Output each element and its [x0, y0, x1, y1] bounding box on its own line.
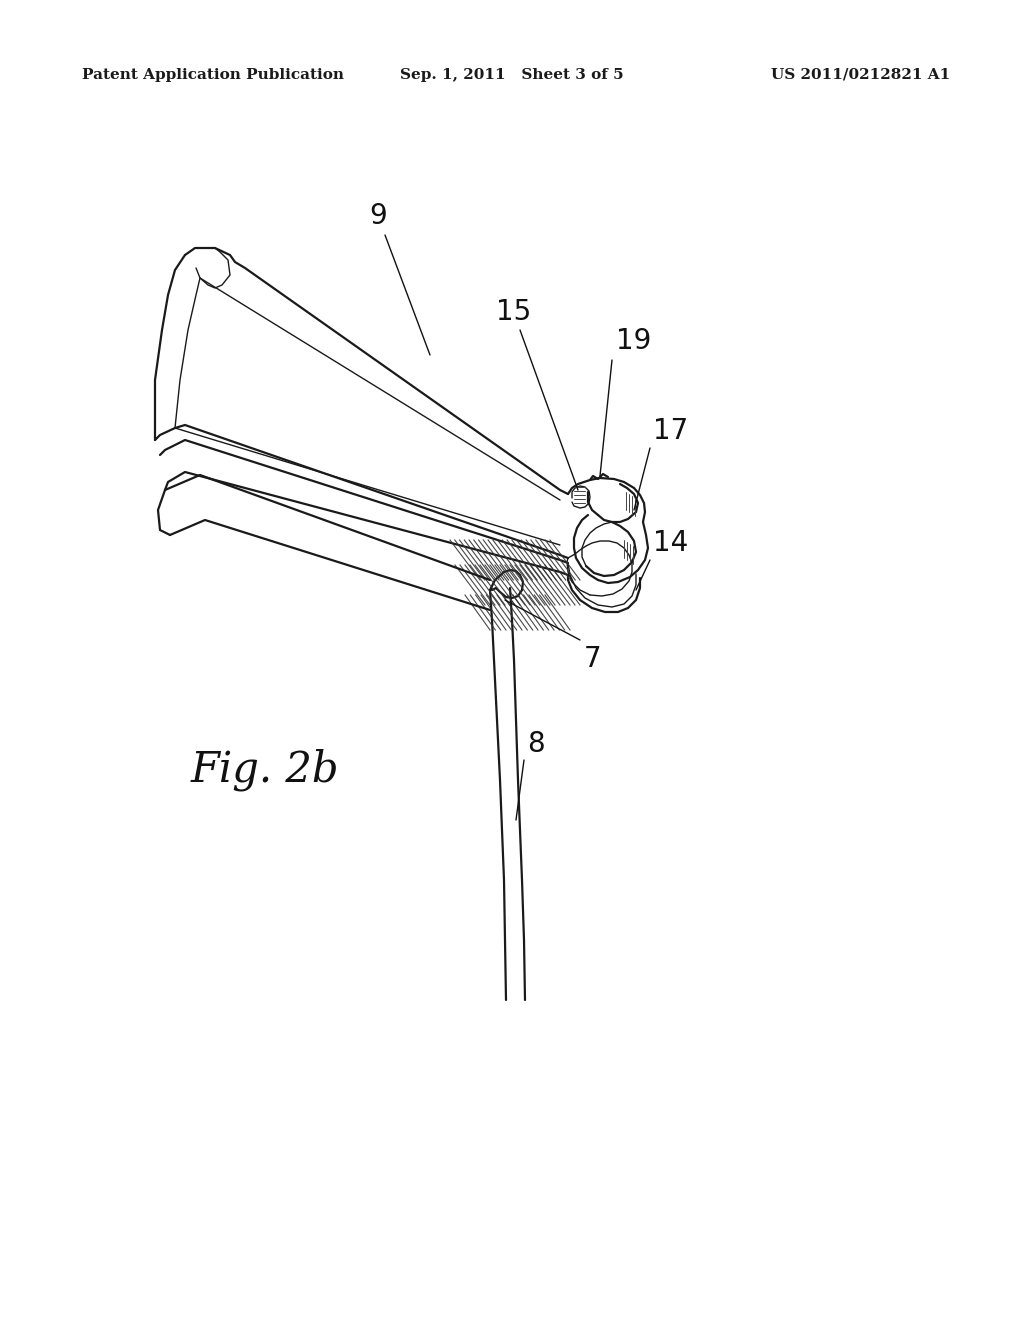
- Text: 15: 15: [497, 298, 531, 326]
- Text: 8: 8: [527, 730, 545, 758]
- Text: Sep. 1, 2011   Sheet 3 of 5: Sep. 1, 2011 Sheet 3 of 5: [400, 69, 624, 82]
- Text: Fig. 2b: Fig. 2b: [190, 748, 339, 791]
- Text: Patent Application Publication: Patent Application Publication: [82, 69, 344, 82]
- Text: 14: 14: [653, 529, 688, 557]
- Text: 19: 19: [616, 327, 651, 355]
- Text: 17: 17: [653, 417, 688, 445]
- Text: 7: 7: [584, 645, 602, 673]
- Text: 9: 9: [369, 202, 387, 230]
- Text: US 2011/0212821 A1: US 2011/0212821 A1: [771, 69, 950, 82]
